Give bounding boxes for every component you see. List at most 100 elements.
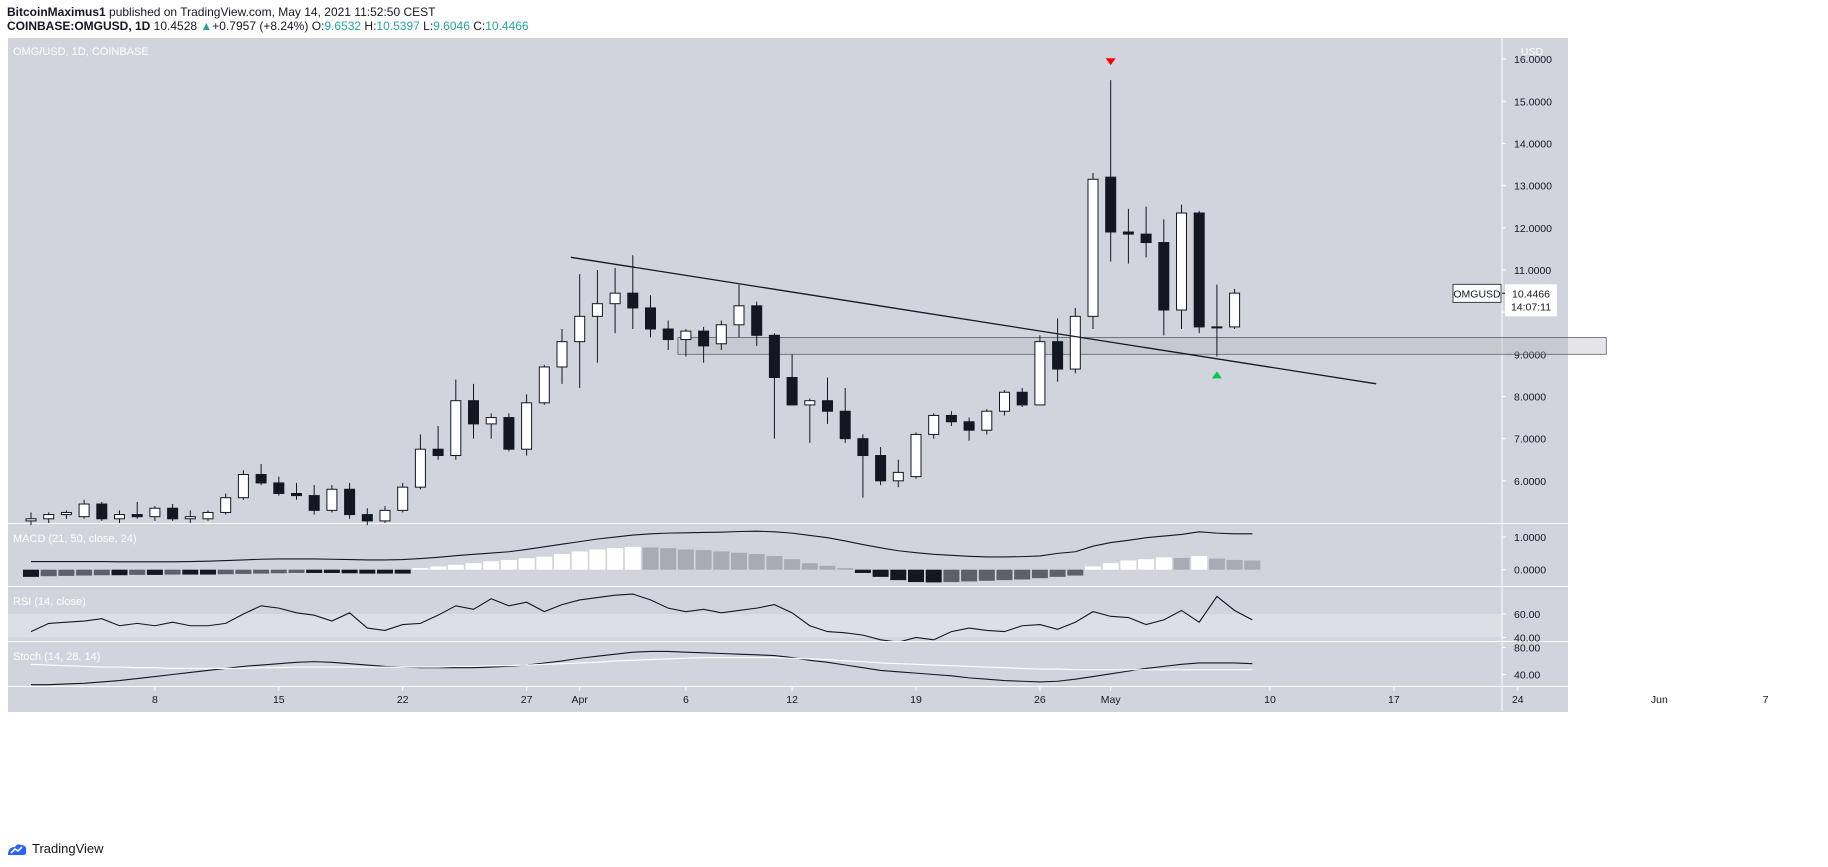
y-tick-label: 13.0000: [1514, 181, 1552, 193]
candle-body: [1176, 212, 1187, 311]
rsi-line: [30, 593, 1253, 641]
buy-signal-marker: [1211, 371, 1222, 379]
candle-body: [414, 448, 426, 488]
y-tick-label: 12.0000: [1514, 223, 1552, 235]
x-tick-label: 17: [1388, 694, 1400, 706]
macd-hist-bar: [182, 569, 199, 575]
stoch-y-tick-label: 80.00: [1514, 642, 1540, 654]
candle-body: [751, 305, 763, 336]
candle-body: [645, 307, 656, 330]
x-tick-label: Apr: [572, 694, 589, 706]
candle-body: [468, 400, 479, 425]
macd-hist-bar: [925, 569, 942, 583]
macd-line: [31, 530, 1253, 563]
candle-body: [202, 511, 214, 520]
macd-hist-bar: [377, 569, 393, 574]
x-tick-label: 27: [521, 694, 533, 706]
macd-hist-bar: [890, 569, 907, 581]
macd-hist-bar: [713, 551, 730, 570]
candle-body: [574, 315, 586, 343]
y-tick-label: 16.0000: [1514, 54, 1552, 66]
macd-hist-bar: [1244, 560, 1261, 570]
candle-body: [804, 400, 816, 406]
macd-hist-bar: [447, 564, 464, 570]
macd-hist-bar: [1049, 569, 1066, 577]
macd-hist-bar: [1014, 569, 1031, 580]
y-tick-label: 15.0000: [1514, 96, 1552, 108]
candle-body: [627, 292, 639, 309]
candle-body: [839, 410, 851, 440]
axis-pane-0: [1502, 38, 1568, 523]
candle-body: [662, 328, 674, 341]
candle-body: [308, 495, 320, 511]
tradingview-footer[interactable]: TradingView: [6, 841, 104, 856]
macd-hist-bar: [253, 569, 270, 574]
close-value: 10.4466: [485, 19, 529, 33]
macd-hist-bar: [607, 548, 624, 570]
y-tick-label: 7.0000: [1514, 434, 1546, 446]
y-tick-label: 6.0000: [1514, 476, 1546, 488]
macd-hist-bar: [624, 546, 641, 570]
x-tick-label: 22: [397, 694, 409, 706]
low-value: 9.6046: [433, 19, 470, 33]
macd-hist-bar: [1067, 569, 1084, 576]
candle-body: [78, 503, 90, 518]
pane-2: [8, 587, 1502, 641]
macd-hist-bar: [164, 569, 181, 575]
candle-body: [255, 474, 267, 484]
macd-hist-bar: [129, 569, 146, 575]
macd-hist-bar: [23, 569, 39, 577]
open-value: 9.6532: [324, 19, 362, 33]
macd-hist-bar: [1226, 559, 1243, 570]
macd-hist-bar: [483, 561, 500, 570]
macd-hist-bar: [961, 569, 978, 582]
candle-body: [131, 514, 143, 518]
last-price-tag: [1505, 284, 1557, 317]
macd-hist-bar: [394, 569, 411, 574]
macd-y-tick-label: 1.0000: [1514, 532, 1546, 544]
macd-hist-bar: [784, 559, 801, 570]
candle-body: [1122, 231, 1134, 235]
candle-body: [715, 324, 727, 345]
candle-body: [485, 417, 497, 425]
symbol-label: COINBASE:OMGUSD, 1D: [7, 19, 151, 33]
author-name[interactable]: BitcoinMaximus1: [7, 5, 106, 19]
macd-hist-bar: [731, 552, 747, 570]
candle-body: [857, 438, 869, 457]
candle-body: [379, 509, 391, 522]
rsi-y-tick-label: 60.00: [1514, 609, 1540, 621]
candle-body: [538, 366, 550, 404]
macd-hist-bar: [518, 558, 535, 570]
publish-text: published on TradingView.com, May 14, 20…: [105, 5, 436, 19]
macd-hist-bar: [748, 554, 765, 570]
macd-hist-bar: [766, 555, 783, 570]
candle-body: [928, 414, 940, 435]
macd-hist-bar: [1191, 555, 1208, 570]
candle-body: [768, 334, 780, 378]
macd-hist-bar: [819, 565, 836, 570]
candle-body: [273, 482, 285, 494]
candle-body: [43, 514, 55, 520]
candle-body: [591, 303, 603, 317]
rsi-legend-title: RSI (14, close): [13, 596, 86, 608]
macd-hist-bar: [93, 569, 110, 576]
candle-body: [1087, 178, 1099, 317]
x-tick-label: 10: [1264, 694, 1276, 706]
macd-hist-bar: [943, 569, 960, 583]
macd-hist-bar: [1138, 559, 1155, 570]
macd-hist-bar: [554, 554, 570, 570]
macd-hist-bar: [801, 563, 818, 570]
y-tick-label: 9.0000: [1514, 349, 1546, 361]
macd-hist-bar: [1102, 563, 1119, 570]
candle-body: [521, 402, 533, 450]
candle-body: [1034, 341, 1046, 406]
x-tick-label: 26: [1034, 694, 1046, 706]
candle-body: [25, 518, 37, 522]
y-tick-label: 8.0000: [1514, 391, 1546, 403]
x-tick-label: 6: [683, 694, 689, 706]
candle-body: [981, 410, 993, 431]
macd-hist-bar: [642, 547, 659, 570]
macd-hist-bar: [430, 566, 447, 570]
candle-body: [60, 511, 72, 516]
